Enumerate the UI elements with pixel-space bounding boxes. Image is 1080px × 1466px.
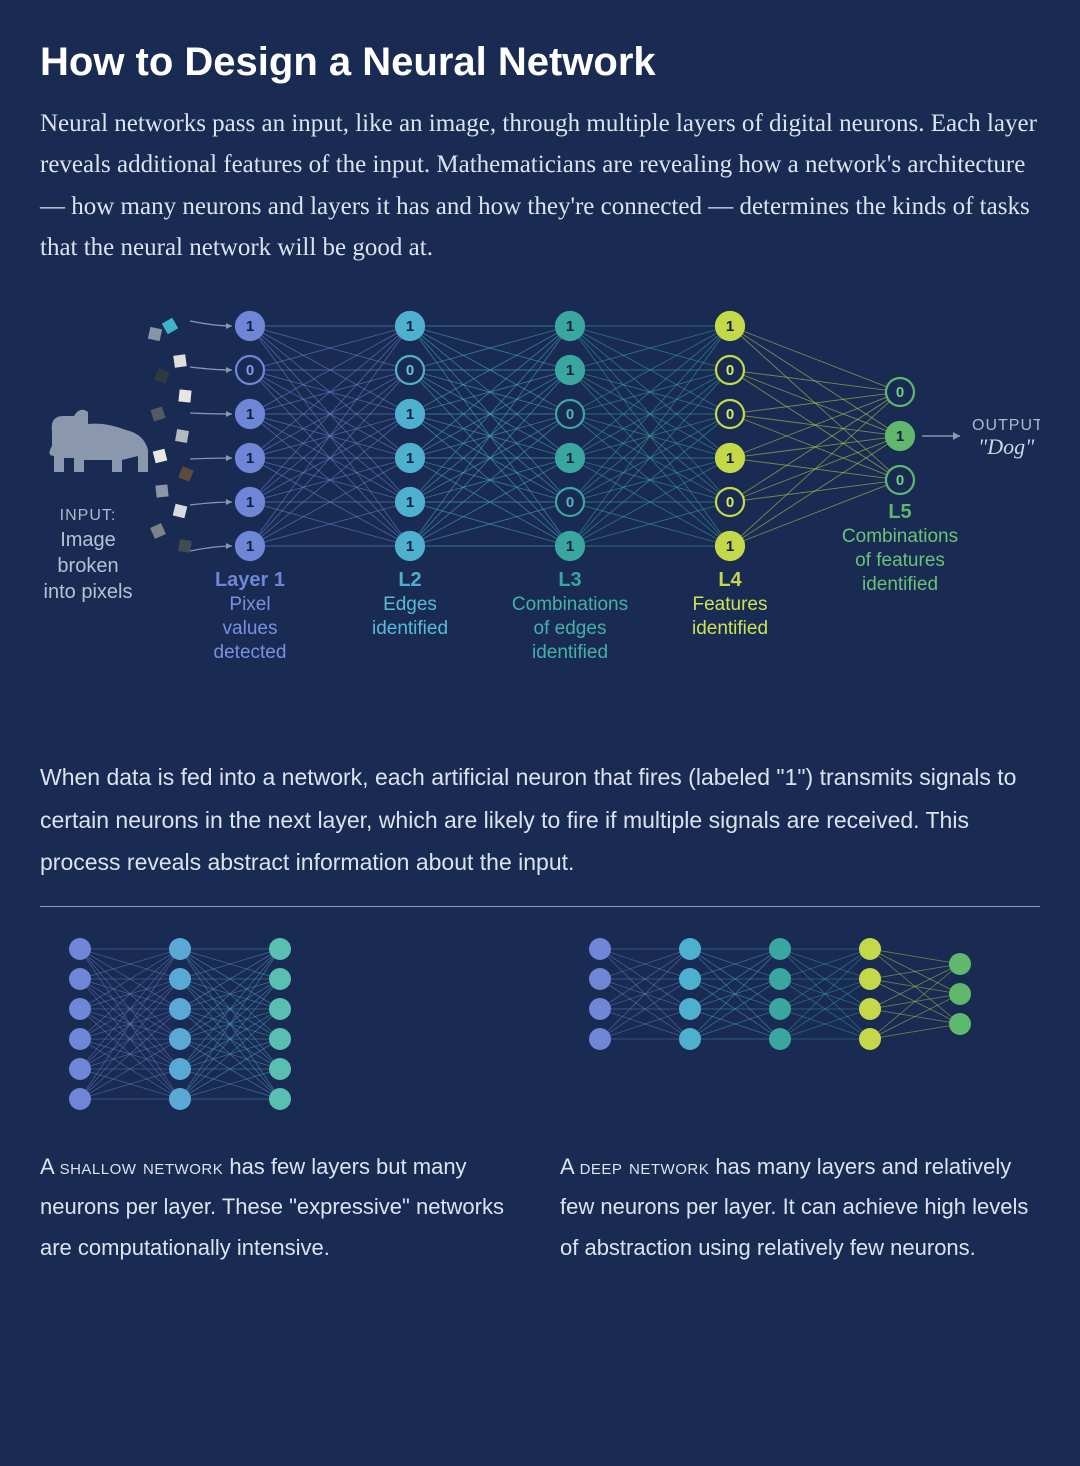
- svg-text:0: 0: [726, 406, 734, 423]
- deep-col: A deep network has many layers and relat…: [560, 929, 1040, 1269]
- svg-text:Combinations: Combinations: [842, 526, 958, 547]
- svg-text:1: 1: [566, 318, 574, 335]
- svg-text:"Dog": "Dog": [978, 434, 1035, 459]
- deep-diagram: [560, 929, 1020, 1129]
- svg-text:L2: L2: [398, 569, 421, 591]
- mid-text: When data is fed into a network, each ar…: [40, 756, 1040, 884]
- svg-text:1: 1: [566, 450, 574, 467]
- svg-text:1: 1: [246, 318, 254, 335]
- svg-text:0: 0: [246, 362, 254, 379]
- intro-text: Neural networks pass an input, like an i…: [40, 103, 1040, 268]
- svg-text:0: 0: [566, 494, 574, 511]
- shallow-col: A shallow network has few layers but man…: [40, 929, 520, 1269]
- svg-text:1: 1: [896, 428, 904, 445]
- svg-text:1: 1: [566, 538, 574, 555]
- shallow-text: A shallow network has few layers but man…: [40, 1147, 520, 1269]
- svg-text:1: 1: [246, 494, 254, 511]
- svg-text:OUTPUT:: OUTPUT:: [972, 417, 1040, 434]
- svg-text:INPUT:: INPUT:: [60, 507, 117, 524]
- svg-text:values: values: [223, 618, 278, 639]
- page-title: How to Design a Neural Network: [40, 40, 1040, 85]
- divider: [40, 906, 1040, 907]
- svg-text:identified: identified: [692, 618, 768, 639]
- svg-text:Image: Image: [60, 529, 116, 551]
- svg-text:identified: identified: [532, 642, 608, 663]
- shallow-diagram: [40, 929, 340, 1129]
- svg-text:0: 0: [726, 362, 734, 379]
- svg-text:1: 1: [246, 406, 254, 423]
- svg-text:Layer 1: Layer 1: [215, 569, 285, 591]
- svg-text:0: 0: [726, 494, 734, 511]
- svg-text:detected: detected: [214, 642, 287, 663]
- deep-text: A deep network has many layers and relat…: [560, 1147, 1040, 1269]
- comparison-row: A shallow network has few layers but man…: [40, 929, 1040, 1269]
- svg-text:1: 1: [726, 318, 734, 335]
- svg-text:1: 1: [406, 406, 414, 423]
- svg-text:1: 1: [726, 450, 734, 467]
- svg-text:1: 1: [406, 494, 414, 511]
- svg-text:Combinations: Combinations: [512, 594, 628, 615]
- svg-text:1: 1: [406, 538, 414, 555]
- svg-text:0: 0: [406, 362, 414, 379]
- svg-text:1: 1: [246, 450, 254, 467]
- svg-text:into pixels: into pixels: [44, 581, 133, 603]
- svg-text:1: 1: [566, 362, 574, 379]
- svg-text:L5: L5: [888, 501, 911, 523]
- svg-text:1: 1: [246, 538, 254, 555]
- svg-text:L4: L4: [718, 569, 742, 591]
- svg-text:0: 0: [896, 472, 904, 489]
- svg-text:1: 1: [726, 538, 734, 555]
- main-diagram: 1 0 1 1 1 1 1 0 1 1 1 1 1 1 0 1 0 1 1 0 0 1 0 1 0 1 0 OUTPUT:"Dog" I…: [40, 296, 1040, 736]
- svg-text:0: 0: [896, 384, 904, 401]
- svg-text:1: 1: [406, 450, 414, 467]
- shallow-em: shallow network: [60, 1154, 224, 1179]
- svg-text:1: 1: [406, 318, 414, 335]
- svg-text:Pixel: Pixel: [229, 594, 270, 615]
- svg-text:of features: of features: [855, 550, 945, 571]
- svg-text:Features: Features: [693, 594, 768, 615]
- svg-text:of edges: of edges: [534, 618, 607, 639]
- deep-em: deep network: [580, 1154, 710, 1179]
- svg-text:identified: identified: [862, 574, 938, 595]
- svg-text:broken: broken: [57, 555, 118, 577]
- svg-text:0: 0: [566, 406, 574, 423]
- svg-text:identified: identified: [372, 618, 448, 639]
- svg-text:Edges: Edges: [383, 594, 437, 615]
- svg-text:L3: L3: [558, 569, 581, 591]
